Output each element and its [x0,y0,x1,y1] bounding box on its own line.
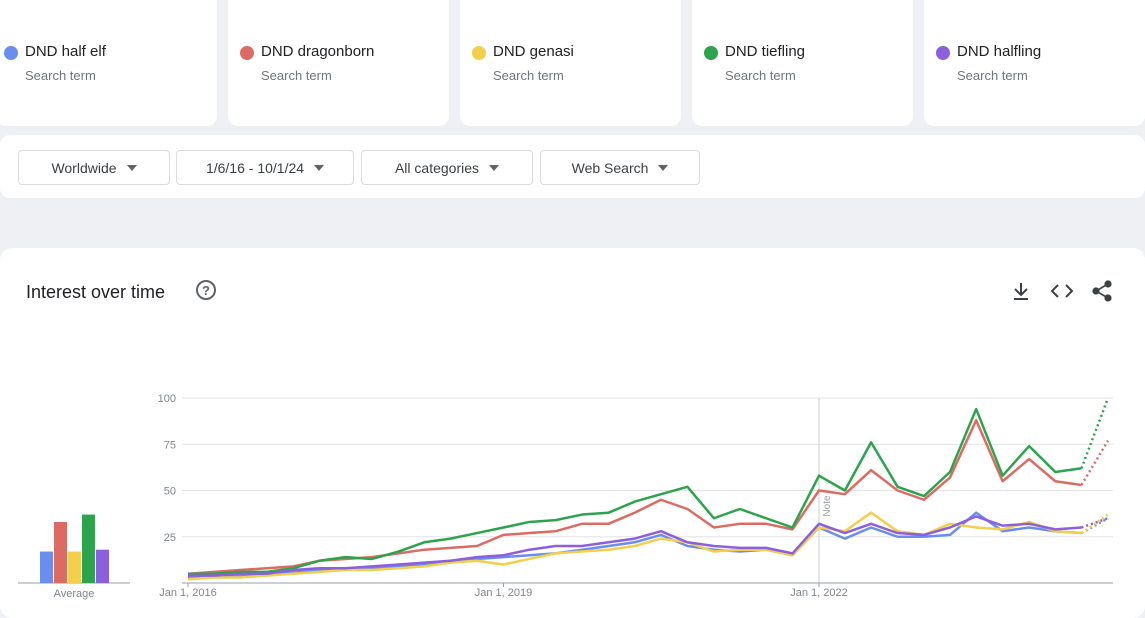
color-dot [240,46,254,60]
y-tick-label: 75 [164,439,176,451]
search-term-subtitle: Search term [493,68,564,83]
x-tick-label: Jan 1, 2019 [475,587,533,599]
y-tick-label: 25 [164,532,176,544]
search-term-subtitle: Search term [25,68,96,83]
search-term-subtitle: Search term [725,68,796,83]
x-tick-label: Jan 1, 2016 [159,587,217,599]
average-bar [82,514,95,583]
search-term-card[interactable]: DND dragonborn Search term [228,0,449,126]
search-term-name: DND tiefling [725,43,806,60]
share-icon[interactable] [1092,280,1112,302]
embed-icon[interactable] [1050,284,1074,298]
color-dot [704,46,718,60]
search-term-subtitle: Search term [261,68,332,83]
average-bar [54,521,67,583]
search-term-name: DND halfling [957,43,1042,60]
chart-panel [0,248,1145,618]
search-term-card[interactable]: DND tiefling Search term [692,0,913,126]
search-term-card[interactable]: DND halfling Search term [924,0,1145,126]
series-line [187,418,1082,575]
category-dropdown[interactable]: All categories [361,150,533,185]
partial-segment [1080,513,1109,535]
search-term-card[interactable]: DND half elf Search term [0,0,217,126]
search-term-subtitle: Search term [957,68,1028,83]
date-dropdown[interactable]: 1/6/16 - 10/1/24 [176,150,354,185]
color-dot [4,46,18,60]
search-term-name: DND half elf [25,43,106,60]
partial-segment [1080,517,1109,535]
series-line [188,515,1082,577]
region-dropdown[interactable]: Worldwide [18,150,170,185]
partial-segment [1080,439,1110,486]
help-icon[interactable]: ? [196,280,216,300]
filter-bar: Worldwide 1/6/16 - 10/1/24 All categorie… [0,135,1145,198]
color-dot [936,46,950,60]
search-term-card[interactable]: DND genasi Search term [460,0,681,126]
search-term-name: DND genasi [493,43,574,60]
color-dot [472,46,486,60]
chart-title: Interest over time [26,282,165,302]
search-term-name: DND dragonborn [261,43,375,60]
x-tick-label: Jan 1, 2022 [790,587,848,599]
average-bar [96,549,109,583]
annotation-text: Note [822,495,833,517]
svg-text:?: ? [202,283,210,298]
y-tick-label: 100 [158,393,176,405]
average-bar [40,551,53,583]
search-type-dropdown[interactable]: Web Search [540,150,700,185]
download-icon[interactable] [1014,283,1028,300]
y-tick-label: 50 [164,486,176,498]
partial-segment [1080,397,1110,469]
average-label: Average [54,588,95,600]
average-bar [68,551,81,583]
series-line [188,407,1082,575]
